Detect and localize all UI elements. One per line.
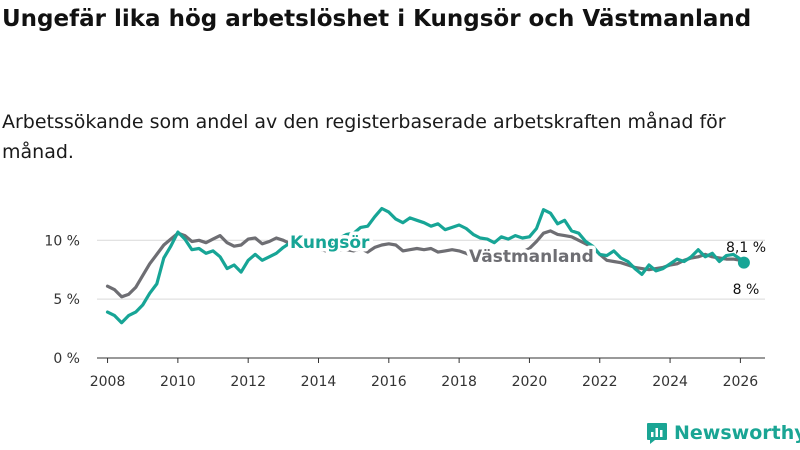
chart-title: Ungefär lika hög arbetslöshet i Kungsör …	[2, 6, 752, 32]
end-value-label-kungsor: 8,1 %	[726, 240, 766, 256]
axes: 0 % 5 % 10 % 2008 2010 2012 2014 2016 2018 2020 20…	[44, 233, 758, 390]
y-tick-label: 5 %	[53, 292, 80, 308]
x-tick-label: 2026	[723, 374, 759, 390]
x-tick-label: 2010	[160, 374, 196, 390]
series-end-marker	[737, 256, 750, 269]
series-label-vastmanland: Västmanland	[469, 247, 594, 267]
series-line-kungsr	[105, 206, 746, 325]
x-tick-label: 2022	[582, 374, 618, 390]
series-label-kungsor: Kungsör	[290, 233, 370, 253]
newsworthy-logo-text: Newsworthy	[674, 422, 800, 444]
x-tick-label: 2018	[441, 374, 477, 390]
x-tick-label: 2016	[371, 374, 407, 390]
grid-lines	[97, 239, 765, 359]
x-tick-label: 2012	[230, 374, 266, 390]
newsworthy-logo: Newsworthy	[646, 419, 800, 447]
series-lines	[105, 206, 750, 325]
x-tick-label: 2020	[512, 374, 548, 390]
chart-subtitle: Arbetssökande som andel av den registerb…	[2, 111, 726, 163]
x-tick-label: 2008	[90, 374, 126, 390]
y-tick-label: 10 %	[44, 233, 80, 249]
series-line-vstmanland	[105, 229, 746, 299]
x-tick-label: 2024	[652, 374, 688, 390]
newsworthy-logo-icon	[647, 423, 667, 444]
end-value-label-vastmanland: 8 %	[733, 282, 760, 298]
x-tick-label: 2014	[301, 374, 337, 390]
series-labels: 8,1 % 8 % Kungsör Västmanland	[287, 230, 767, 299]
y-tick-label: 0 %	[53, 351, 80, 367]
